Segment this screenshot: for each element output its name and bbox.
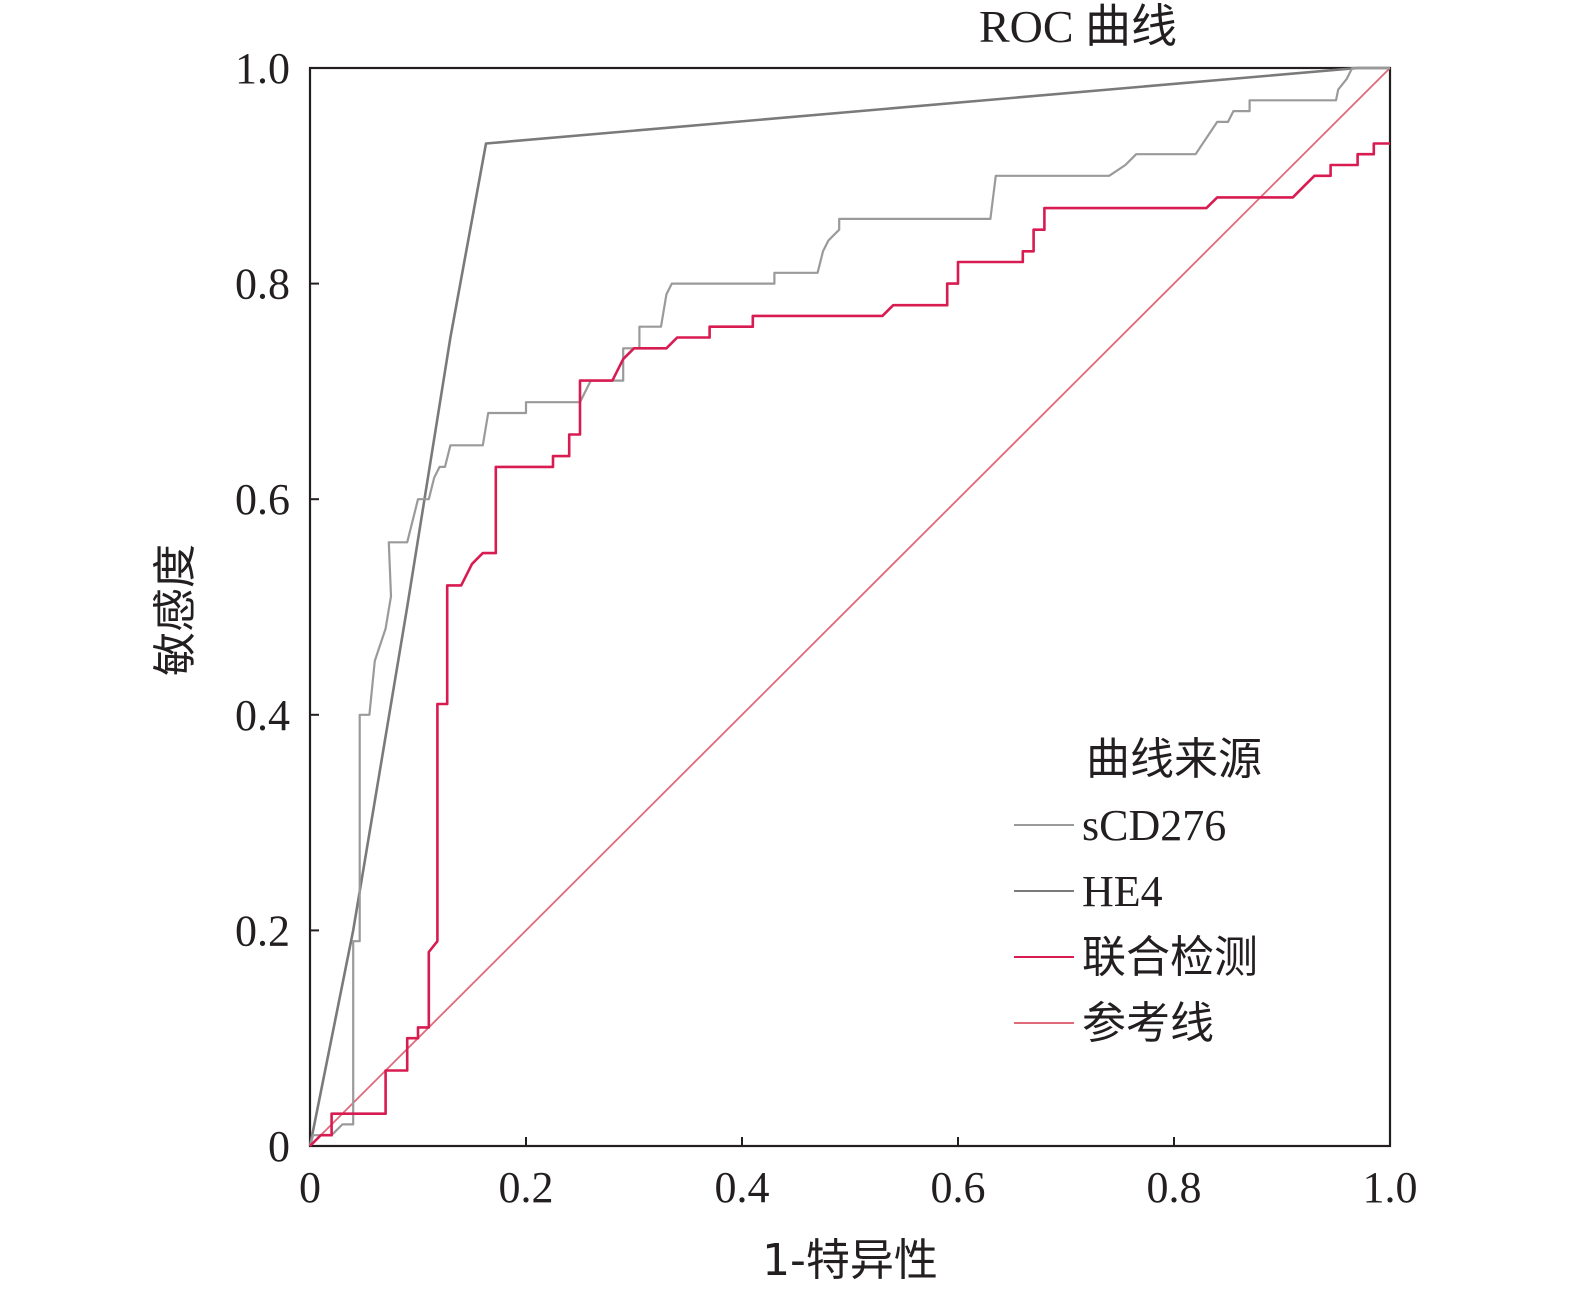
x-tick-label: 0.2: [499, 1163, 554, 1212]
series-line-2: [309, 142, 1390, 1147]
chart-title: ROC 曲线: [979, 1, 1177, 52]
x-axis: 0 0.2 0.4 0.6 0.8 1.0: [299, 1137, 1418, 1212]
y-tick-label: 0: [268, 1122, 290, 1171]
x-tick-label: 0: [299, 1163, 321, 1212]
series-line-3: [309, 67, 1391, 1147]
series-line-0: [308, 66, 1390, 1147]
x-tick-label: 0.8: [1147, 1163, 1202, 1212]
x-tick-label: 1.0: [1363, 1163, 1418, 1212]
y-axis-label: 敏感度: [150, 544, 201, 676]
y-tick-label: 0.2: [235, 906, 290, 955]
legend-label: 参考线: [1082, 998, 1214, 1049]
series-line-1: [308, 66, 1390, 1147]
y-tick-label: 1.0: [235, 44, 290, 93]
y-tick-label: 0.6: [235, 475, 290, 524]
y-tick-label: 0.4: [235, 691, 290, 740]
x-tick-label: 0.4: [715, 1163, 770, 1212]
legend-label: sCD276: [1082, 801, 1226, 850]
x-tick-label: 0.6: [931, 1163, 986, 1212]
series-layer: [308, 66, 1391, 1147]
y-tick-label: 0.8: [235, 260, 290, 309]
legend-label: HE4: [1082, 867, 1163, 916]
legend-label: 联合检测: [1082, 932, 1258, 983]
x-axis-label: 1-特异性: [762, 1235, 938, 1286]
y-axis: 0 0.2 0.4 0.6 0.8 1.0: [235, 44, 319, 1171]
legend-title: 曲线来源: [1086, 734, 1262, 785]
plot-frame: [308, 66, 1392, 1148]
